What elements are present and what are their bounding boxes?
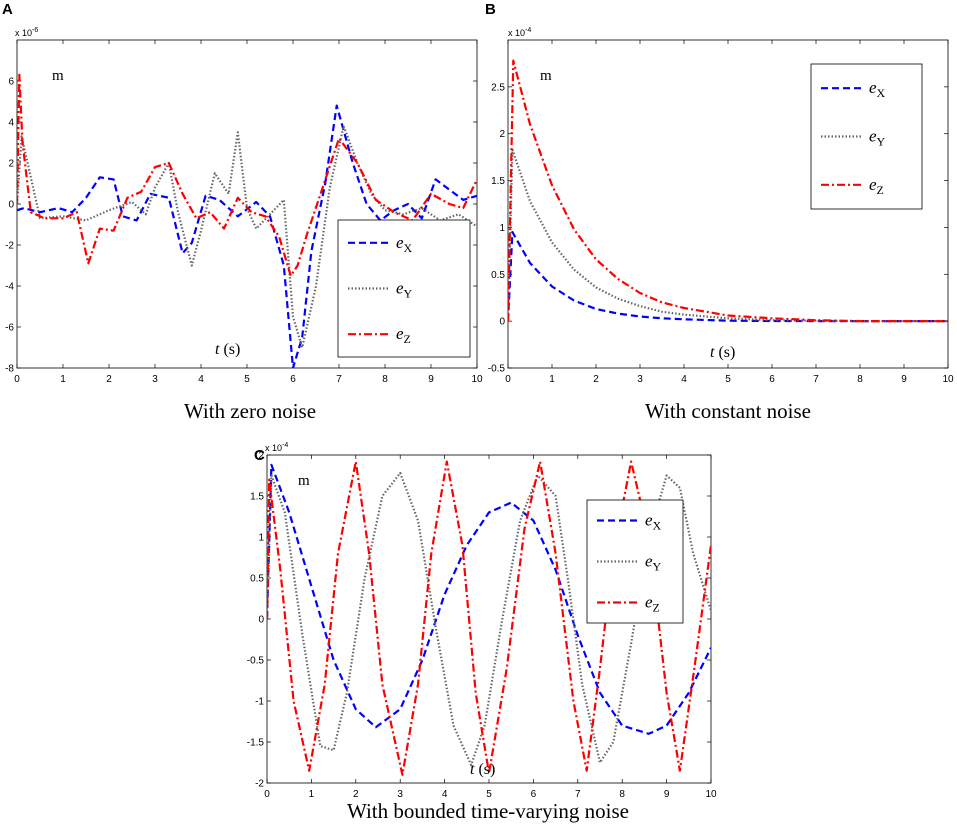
legend-entry: eZ bbox=[396, 324, 411, 346]
chart-title: With zero noise bbox=[184, 399, 316, 423]
axis-scale-label: x 10-6 bbox=[15, 27, 38, 38]
x-tick-label: 3 bbox=[397, 789, 403, 800]
legend-entry: eZ bbox=[645, 593, 660, 615]
x-tick-label: 1 bbox=[309, 789, 315, 800]
x-axis-label: t (s) bbox=[215, 341, 240, 358]
y-tick-label: 0 bbox=[499, 317, 505, 328]
axis-scale-label: x 10-4 bbox=[265, 442, 288, 453]
y-tick-label: 0 bbox=[258, 615, 264, 626]
x-tick-label: 7 bbox=[336, 374, 342, 385]
panel-label: A bbox=[2, 1, 13, 18]
legend: eX eY eZ bbox=[337, 219, 471, 358]
series-line-ex bbox=[17, 104, 477, 368]
x-tick-label: 8 bbox=[382, 374, 388, 385]
series-line-ey bbox=[508, 148, 948, 323]
x-tick-label: 4 bbox=[198, 374, 204, 385]
x-tick-label: 0 bbox=[264, 789, 270, 800]
x-tick-label: 5 bbox=[486, 789, 492, 800]
y-tick-label: 2 bbox=[8, 159, 14, 170]
x-tick-label: 10 bbox=[942, 374, 954, 385]
y-tick-label: -2 bbox=[5, 241, 14, 252]
x-tick-label: 6 bbox=[290, 374, 296, 385]
legend-entry: eX bbox=[869, 78, 886, 100]
legend-box bbox=[810, 63, 923, 210]
x-tick-label: 9 bbox=[901, 374, 907, 385]
legend-entry: eX bbox=[645, 511, 662, 533]
x-tick-label: 8 bbox=[857, 374, 863, 385]
x-tick-label: 2 bbox=[593, 374, 599, 385]
y-tick-label: -4 bbox=[5, 282, 14, 293]
y-tick-label: -2 bbox=[255, 779, 264, 790]
y-tick-label: 1.5 bbox=[250, 492, 264, 503]
chart-title: With bounded time-varying noise bbox=[347, 799, 629, 823]
y-tick-label: 1.5 bbox=[491, 176, 505, 187]
x-tick-label: 8 bbox=[619, 789, 625, 800]
panel-b: B0 1 2 3 4 5 6 7 8 9 10-0.500.511.522.5x 10-4mt (s… bbox=[485, 1, 954, 423]
y-tick-label: 6 bbox=[8, 77, 14, 88]
x-tick-label: 1 bbox=[60, 374, 66, 385]
y-tick-label: -6 bbox=[5, 323, 14, 334]
x-tick-label: 3 bbox=[152, 374, 158, 385]
x-tick-label: 4 bbox=[681, 374, 687, 385]
legend-entry: eY bbox=[869, 127, 886, 149]
legend: eX eY eZ bbox=[586, 499, 684, 624]
y-tick-label: 0.5 bbox=[250, 574, 264, 585]
y-tick-label: 2.5 bbox=[491, 82, 505, 93]
x-tick-label: 5 bbox=[244, 374, 250, 385]
x-tick-label: 2 bbox=[106, 374, 112, 385]
x-tick-label: 3 bbox=[637, 374, 643, 385]
x-tick-label: 9 bbox=[664, 789, 670, 800]
unit-label: m bbox=[540, 68, 552, 84]
panel-label: B bbox=[485, 1, 496, 18]
y-tick-label: -0.5 bbox=[247, 656, 265, 667]
y-tick-label: -1 bbox=[255, 697, 264, 708]
x-tick-label: 0 bbox=[14, 374, 20, 385]
y-tick-label: 0 bbox=[8, 200, 14, 211]
x-tick-label: 6 bbox=[531, 789, 537, 800]
y-tick-label: 2 bbox=[258, 451, 264, 462]
x-tick-label: 7 bbox=[813, 374, 819, 385]
unit-label: m bbox=[298, 473, 310, 489]
x-tick-label: 4 bbox=[442, 789, 448, 800]
series-line-ez bbox=[17, 73, 477, 277]
y-tick-label: -0.5 bbox=[488, 364, 506, 375]
x-tick-label: 1 bbox=[549, 374, 555, 385]
unit-label: m bbox=[52, 68, 64, 84]
series-line-ex bbox=[267, 463, 711, 735]
x-tick-label: 10 bbox=[705, 789, 717, 800]
x-tick-label: 0 bbox=[505, 374, 511, 385]
x-tick-label: 7 bbox=[575, 789, 581, 800]
legend: eX eY eZ bbox=[810, 63, 923, 210]
x-tick-label: 6 bbox=[769, 374, 775, 385]
legend-entry: eX bbox=[396, 233, 413, 255]
series-line-ez bbox=[267, 460, 711, 776]
legend-entry: eZ bbox=[869, 175, 884, 197]
y-tick-label: 4 bbox=[8, 118, 14, 129]
x-axis-label: t (s) bbox=[710, 344, 735, 361]
y-tick-label: -8 bbox=[5, 364, 14, 375]
chart-title: With constant noise bbox=[645, 399, 811, 423]
y-tick-label: 1 bbox=[258, 533, 264, 544]
legend-entry: eY bbox=[396, 279, 413, 301]
x-axis-label: t (s) bbox=[470, 761, 495, 778]
y-tick-label: 1 bbox=[499, 223, 505, 234]
axis-scale-label: x 10-4 bbox=[508, 27, 531, 38]
y-tick-label: 0.5 bbox=[491, 270, 505, 281]
panel-label: C bbox=[254, 447, 265, 464]
x-tick-label: 5 bbox=[725, 374, 731, 385]
x-tick-label: 2 bbox=[353, 789, 359, 800]
x-tick-label: 9 bbox=[428, 374, 434, 385]
y-tick-label: -1.5 bbox=[247, 738, 265, 749]
y-tick-label: 2 bbox=[499, 129, 505, 140]
legend-entry: eY bbox=[645, 552, 662, 574]
series-line-ez bbox=[508, 59, 948, 323]
panel-c: C0 1 2 3 4 5 6 7 8 9 10-2-1.5-1-0.500.511.52x 10-4… bbox=[247, 442, 717, 823]
x-tick-label: 10 bbox=[471, 374, 483, 385]
